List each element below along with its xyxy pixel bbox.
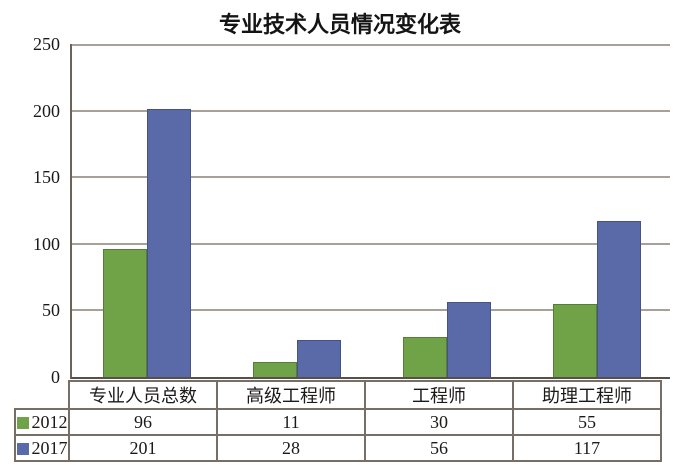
table-value-2012-工程师: 30: [364, 408, 514, 436]
gridline-y-200: [72, 110, 670, 112]
legend-series-label: 2012: [31, 411, 68, 432]
data-table: 专业人员总数 高级工程师 工程师 助理工程师 2012 96 11 30 55 2017 201 28…: [14, 380, 662, 462]
legend-series-label: 2017: [31, 437, 68, 458]
table-header-row: 专业人员总数 高级工程师 工程师 助理工程师: [15, 380, 662, 410]
table-value-2017-专业人员总数: 201: [68, 434, 218, 462]
bar-2012-专业人员总数: [103, 249, 147, 377]
legend-swatch-icon: [17, 442, 29, 455]
table-row-2017: 2017 201 28 56 117: [14, 434, 662, 462]
table-value-2012-助理工程师: 55: [512, 408, 662, 436]
table-row-2012: 2012 96 11 30 55: [14, 408, 662, 436]
table-value-2017-助理工程师: 117: [512, 434, 662, 462]
bar-2017-助理工程师: [597, 221, 641, 377]
bar-2017-工程师: [447, 302, 491, 377]
gridline-y-50: [72, 309, 670, 311]
bar-2012-高级工程师: [253, 362, 297, 377]
table-header-category: 工程师: [364, 380, 514, 410]
y-axis-tick-label: 100: [33, 234, 60, 254]
table-header-category: 高级工程师: [216, 380, 366, 410]
data-table-wrap: 专业人员总数 高级工程师 工程师 助理工程师 2012 96 11 30 55 2017 201 28…: [14, 380, 662, 462]
legend-cell-2017: 2017: [14, 434, 70, 462]
gridline-y-150: [72, 176, 670, 178]
table-value-2017-工程师: 56: [364, 434, 514, 462]
bar-2012-工程师: [403, 337, 447, 377]
table-header-category: 助理工程师: [512, 380, 662, 410]
bar-2017-高级工程师: [297, 340, 341, 377]
table-header-category: 专业人员总数: [68, 380, 218, 410]
table-value-2012-专业人员总数: 96: [68, 408, 218, 436]
y-axis-tick-label: 150: [33, 167, 60, 187]
y-axis-tick-label: 0: [51, 367, 60, 387]
y-axis-tick-label: 250: [33, 34, 60, 54]
table-value-2012-高级工程师: 11: [216, 408, 366, 436]
legend-swatch-icon: [17, 416, 29, 429]
bar-2012-助理工程师: [553, 304, 597, 377]
plot-area: [70, 44, 670, 379]
y-axis-tick-label: 50: [42, 300, 60, 320]
legend-cell-2012: 2012: [14, 408, 70, 436]
y-axis-tick-label: 200: [33, 101, 60, 121]
table-value-2017-高级工程师: 28: [216, 434, 366, 462]
gridline-y-250: [72, 44, 670, 46]
gridline-y-100: [72, 243, 670, 245]
bar-2017-专业人员总数: [147, 109, 191, 377]
table-corner-cell: [15, 381, 69, 409]
chart-title: 专业技术人员情况变化表: [218, 12, 461, 37]
